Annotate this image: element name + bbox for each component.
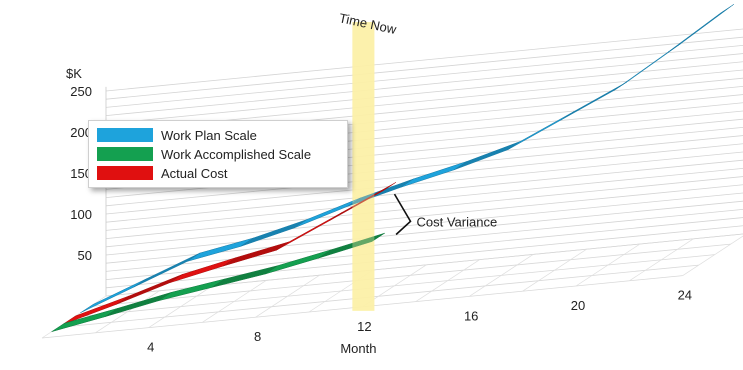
series-1-segment [318,232,385,259]
legend-swatch-work-accomplished [97,147,153,161]
y-axis-ticks: 50 100 150 200 250 [70,84,92,263]
x-tick-label: 16 [464,308,478,323]
series-0-ribbon [80,3,735,314]
x-tick-label: 20 [571,298,585,313]
legend-item-actual-cost: Actual Cost [97,165,227,181]
series-1-segment [51,308,118,332]
series-0-segment [667,3,735,53]
legend-item-work-plan: Work Plan Scale [97,127,257,143]
x-tick-label: 24 [678,288,692,303]
y-tick-label: 50 [78,248,92,263]
series-0-segment [454,141,521,171]
cost-variance-bracket-line [393,193,412,236]
y-tick-label: 100 [70,207,92,222]
cost-variance-annotation: Cost Variance [417,214,498,229]
legend-label-actual-cost: Actual Cost [161,165,228,181]
series-0-segment [560,81,628,121]
series-1-segment [265,249,332,275]
series-2-segment [329,182,397,221]
x-axis-title: Month [340,341,376,356]
x-tick-label: 12 [357,319,371,334]
time-now-band-overlay [352,22,375,311]
legend-item-work-accomplished: Work Accomplished Scale [97,146,311,162]
y-tick-label: 250 [70,84,92,99]
series-0-segment [614,43,681,91]
series-2-ribbon [62,182,397,325]
series-0-segment [507,111,574,151]
series-0-segment [293,197,361,229]
x-axis-ticks: 4 8 12 16 20 24 [147,288,692,355]
floor-grid [41,233,743,339]
x-tick-label: 4 [147,340,154,355]
legend-label-work-accomplished: Work Accomplished Scale [161,146,312,162]
legend-swatch-actual-cost [97,166,153,180]
cost-variance-bracket [393,193,412,236]
x-tick-label: 8 [254,329,261,344]
series-2-segment [276,211,343,251]
series-ribbons [51,3,735,332]
legend: Work Plan Scale Work Accomplished Scale … [88,120,348,188]
legend-label-work-plan: Work Plan Scale [161,127,257,143]
legend-swatch-work-plan [97,128,153,142]
y-tick-label: 150 [70,166,92,181]
time-now-band-front [352,22,375,311]
y-tick-label: 200 [70,125,92,140]
series-1-ribbon [51,232,385,332]
y-axis-title: $K [66,66,82,81]
